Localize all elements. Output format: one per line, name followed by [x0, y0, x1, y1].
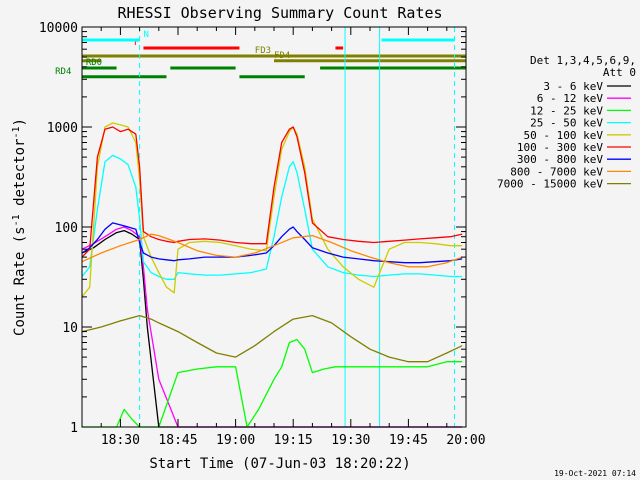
- x-tick-label: 19:45: [389, 433, 428, 448]
- x-axis: 18:30 18:45 19:00 19:15 19:30 19:45 20:00: [100, 27, 486, 448]
- legend-entry-label: 6 - 12 keV: [537, 92, 604, 105]
- y-tick-label: 100: [55, 221, 78, 236]
- legend-entry-label: 50 - 100 keV: [524, 129, 604, 142]
- series-line: [81, 314, 463, 363]
- y-tick-label: 10: [62, 321, 78, 336]
- status-bar-label: RD4: [55, 67, 71, 77]
- series-line: [81, 229, 463, 428]
- y-label-part: Count Rate (s: [12, 226, 28, 336]
- y-tick-label: 1000: [47, 121, 78, 136]
- y-tick-label: 10000: [39, 21, 78, 36]
- status-bar-label: F: [134, 38, 139, 48]
- x-tick-label: 18:45: [158, 433, 197, 448]
- x-tick-label: 19:30: [331, 433, 370, 448]
- x-tick-label: 19:00: [216, 433, 255, 448]
- series-line: [81, 233, 463, 268]
- series-line: [81, 154, 463, 280]
- series-line: [82, 338, 463, 428]
- footer-date: 19-Oct-2021 07:14: [554, 469, 636, 478]
- y-axis-label: Count Rate (s-1 detector-1): [11, 118, 28, 336]
- series-line: [81, 226, 463, 428]
- legend-entry-label: 100 - 300 keV: [517, 141, 603, 154]
- y-axis: 1 10 100 1000 10000: [39, 21, 466, 436]
- legend-entry-label: 25 - 50 keV: [530, 117, 603, 130]
- status-bar-label: FD3: [255, 46, 271, 56]
- y-label-sup: -1: [11, 126, 22, 138]
- status-bar-label: N: [143, 30, 148, 40]
- legend-entry-label: 300 - 800 keV: [517, 153, 603, 166]
- legend-entry-label: 3 - 6 keV: [543, 80, 603, 93]
- series-lines: [81, 122, 463, 428]
- series-line: [81, 126, 463, 258]
- y-tick-label: 1: [70, 421, 78, 436]
- legend-header: Att 0: [603, 66, 636, 79]
- x-tick-label: 18:30: [101, 433, 140, 448]
- x-axis-label: Start Time (07-Jun-03 18:20:22): [149, 456, 410, 472]
- series-line: [81, 222, 463, 264]
- status-bar-label: RD0: [86, 58, 102, 68]
- x-tick-label: 20:00: [446, 433, 485, 448]
- y-label-sup: -1: [11, 214, 22, 226]
- legend-entry-label: 12 - 25 keV: [530, 104, 603, 117]
- y-label-part: detector: [12, 139, 28, 215]
- status-bar-label: FD4: [274, 51, 290, 61]
- chart-title: RHESSI Observing Summary Count Rates: [117, 4, 442, 22]
- legend-entry-label: 800 - 7000 keV: [510, 165, 603, 178]
- y-label-part: ): [12, 118, 28, 126]
- legend-entry-label: 7000 - 15000 keV: [497, 178, 603, 191]
- legend-header: Det 1,3,4,5,6,9,: [530, 54, 636, 67]
- x-tick-label: 19:15: [274, 433, 313, 448]
- status-bars: FN FD3 FD4 RD0 RD4: [55, 30, 466, 79]
